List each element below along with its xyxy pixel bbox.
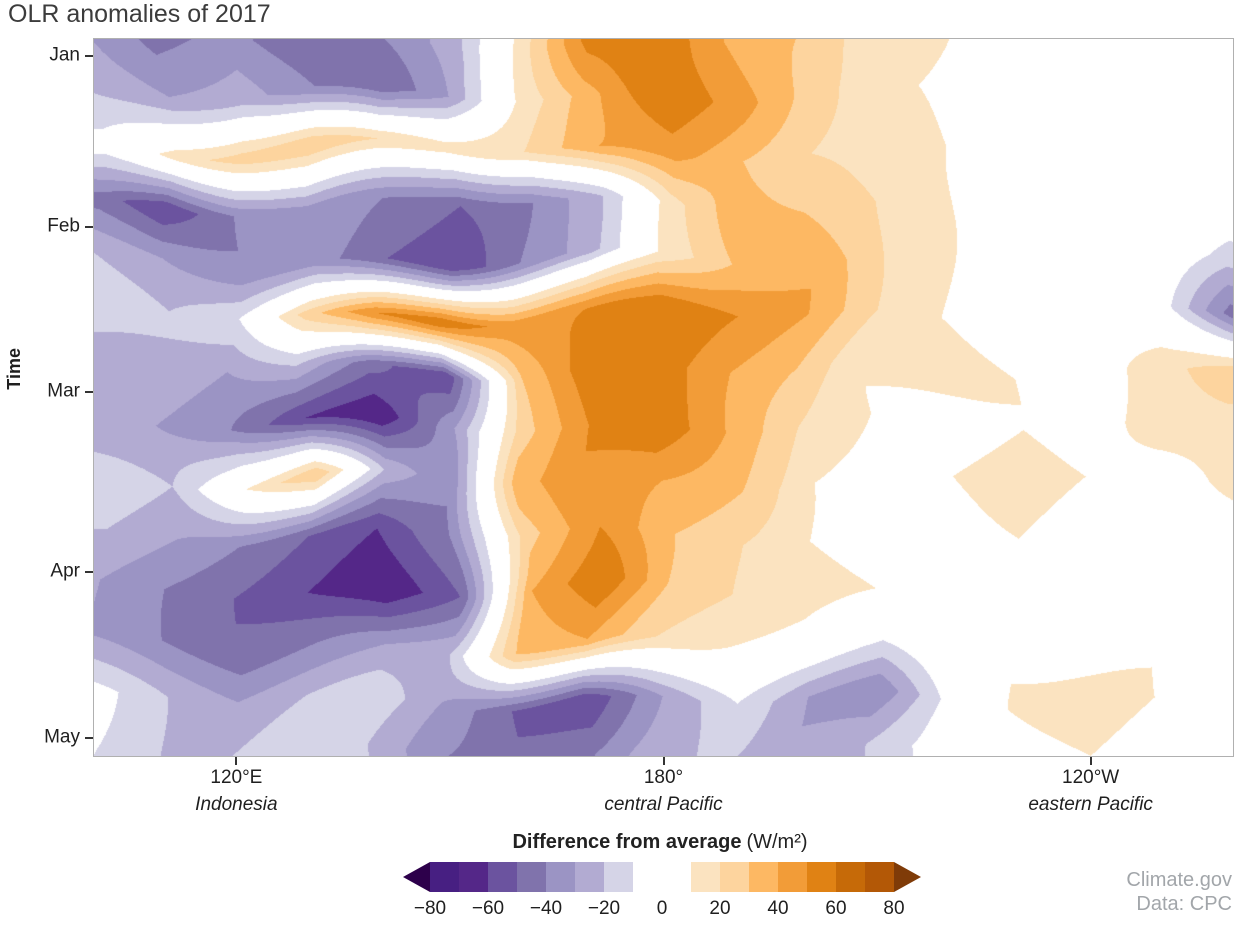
colorbar-tick-label: −40 bbox=[529, 898, 563, 919]
colorbar-segment bbox=[575, 862, 604, 892]
colorbar-segment bbox=[546, 862, 575, 892]
y-tick-label-may: May bbox=[44, 726, 80, 748]
y-tick-label-jan: Jan bbox=[49, 44, 80, 66]
colorbar-tick-label: −80 bbox=[413, 898, 447, 919]
attribution-data: Data: CPC bbox=[1136, 893, 1232, 915]
region-label: central Pacific bbox=[604, 794, 723, 815]
attribution-source: Climate.gov bbox=[1126, 869, 1232, 891]
colorbar-segment bbox=[691, 862, 720, 892]
colorbar-segment bbox=[459, 862, 488, 892]
y-tick-mark bbox=[85, 390, 93, 393]
y-tick-label-apr: Apr bbox=[50, 560, 80, 582]
colorbar-segment bbox=[778, 862, 807, 892]
colorbar-units: (W/m²) bbox=[746, 831, 808, 853]
x-tick-label: 180° bbox=[643, 767, 684, 788]
y-tick-label-mar: Mar bbox=[47, 380, 80, 402]
y-tick-mark bbox=[85, 737, 93, 740]
y-axis-title: Time bbox=[4, 348, 24, 390]
y-tick-label-feb: Feb bbox=[47, 215, 80, 237]
x-tick-label: 120°W bbox=[1062, 767, 1120, 788]
colorbar-right-arrow bbox=[894, 862, 921, 892]
colorbar-segment bbox=[749, 862, 778, 892]
colorbar: −80 −60 −40 −20 0 20 40 60 80 bbox=[403, 862, 921, 928]
y-tick-mark bbox=[85, 225, 93, 228]
colorbar-tick-label: −20 bbox=[587, 898, 621, 919]
colorbar-segment bbox=[865, 862, 894, 892]
colorbar-segment bbox=[720, 862, 749, 892]
x-tick-label: 120°E bbox=[210, 767, 263, 788]
colorbar-segment bbox=[807, 862, 836, 892]
colorbar-segment bbox=[488, 862, 517, 892]
colorbar-segment bbox=[517, 862, 546, 892]
x-tick-mark bbox=[662, 757, 665, 765]
colorbar-tick-label: −60 bbox=[471, 898, 505, 919]
colorbar-segment bbox=[430, 862, 459, 892]
chart-title: OLR anomalies of 2017 bbox=[8, 0, 271, 28]
x-tick-mark bbox=[235, 757, 238, 765]
colorbar-tick-label: 0 bbox=[656, 898, 668, 919]
y-tick-mark bbox=[85, 571, 93, 574]
colorbar-tick-label: 60 bbox=[825, 898, 847, 919]
y-tick-mark bbox=[85, 55, 93, 58]
colorbar-segment bbox=[633, 862, 691, 892]
colorbar-tick-label: 20 bbox=[709, 898, 731, 919]
colorbar-strip bbox=[430, 862, 894, 892]
colorbar-title-text: Difference from average bbox=[512, 831, 742, 853]
colorbar-left-arrow bbox=[403, 862, 430, 892]
region-label: Indonesia bbox=[195, 794, 278, 815]
colorbar-segment bbox=[836, 862, 865, 892]
x-tick-mark bbox=[1089, 757, 1092, 765]
plot-area: Jan Feb Mar Apr May 120°E 180° 120°W Indonesia ce… bbox=[44, 38, 1234, 815]
colorbar-segment bbox=[604, 862, 633, 892]
region-label: eastern Pacific bbox=[1028, 794, 1153, 815]
colorbar-tick-label: 80 bbox=[883, 898, 905, 919]
colorbar-tick-label: 40 bbox=[767, 898, 789, 919]
attribution: Climate.gov Data: CPC bbox=[1126, 868, 1232, 916]
colorbar-title: Difference from average (W/m²) bbox=[340, 831, 980, 854]
heatmap-canvas bbox=[94, 39, 1233, 756]
